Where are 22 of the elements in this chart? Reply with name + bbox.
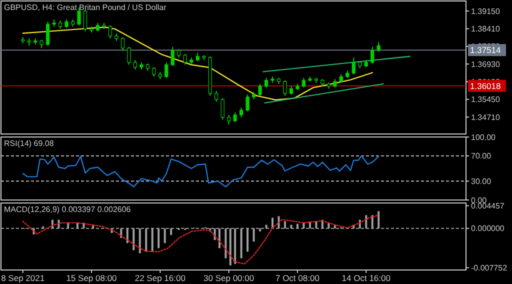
y-tick-label: 1.38410	[471, 24, 500, 34]
ref-line-label: 1.37514	[470, 45, 501, 56]
x-tick-label: 8 Sep 2021	[1, 273, 45, 283]
chart-title: MACD(12,26,9) 0.003397 0.002606	[4, 205, 132, 214]
x-tick-label: 30 Sep 00:00	[204, 273, 254, 283]
y-tick-label: 0.000000	[471, 224, 505, 234]
x-tick-label: 15 Sep 08:00	[66, 273, 118, 283]
x-tick-label: 7 Oct 08:00	[276, 273, 320, 283]
y-tick-label: 1.34710	[471, 112, 500, 122]
y-tick-label: -0.007752	[471, 264, 508, 273]
y-tick-label: 30.00	[471, 176, 492, 186]
chart-title: RSI(14) 69.08	[4, 139, 54, 148]
y-tick-label: 1.39150	[471, 6, 500, 16]
y-tick-label: 1.36930	[471, 60, 500, 69]
y-tick-label: 1.35450	[471, 95, 500, 104]
y-tick-label: 0.004457	[471, 202, 505, 211]
ref-line-label: 1.36018	[470, 80, 501, 91]
chart-title: GBPUSD, H4: Great Britan Pound / US Dollar	[4, 3, 167, 12]
y-tick-label: 70.00	[471, 152, 492, 161]
x-tick-label: 14 Oct 16:00	[342, 273, 391, 283]
y-tick-label: 100.00	[471, 132, 496, 142]
x-tick-label: 22 Sep 16:00	[134, 273, 186, 283]
